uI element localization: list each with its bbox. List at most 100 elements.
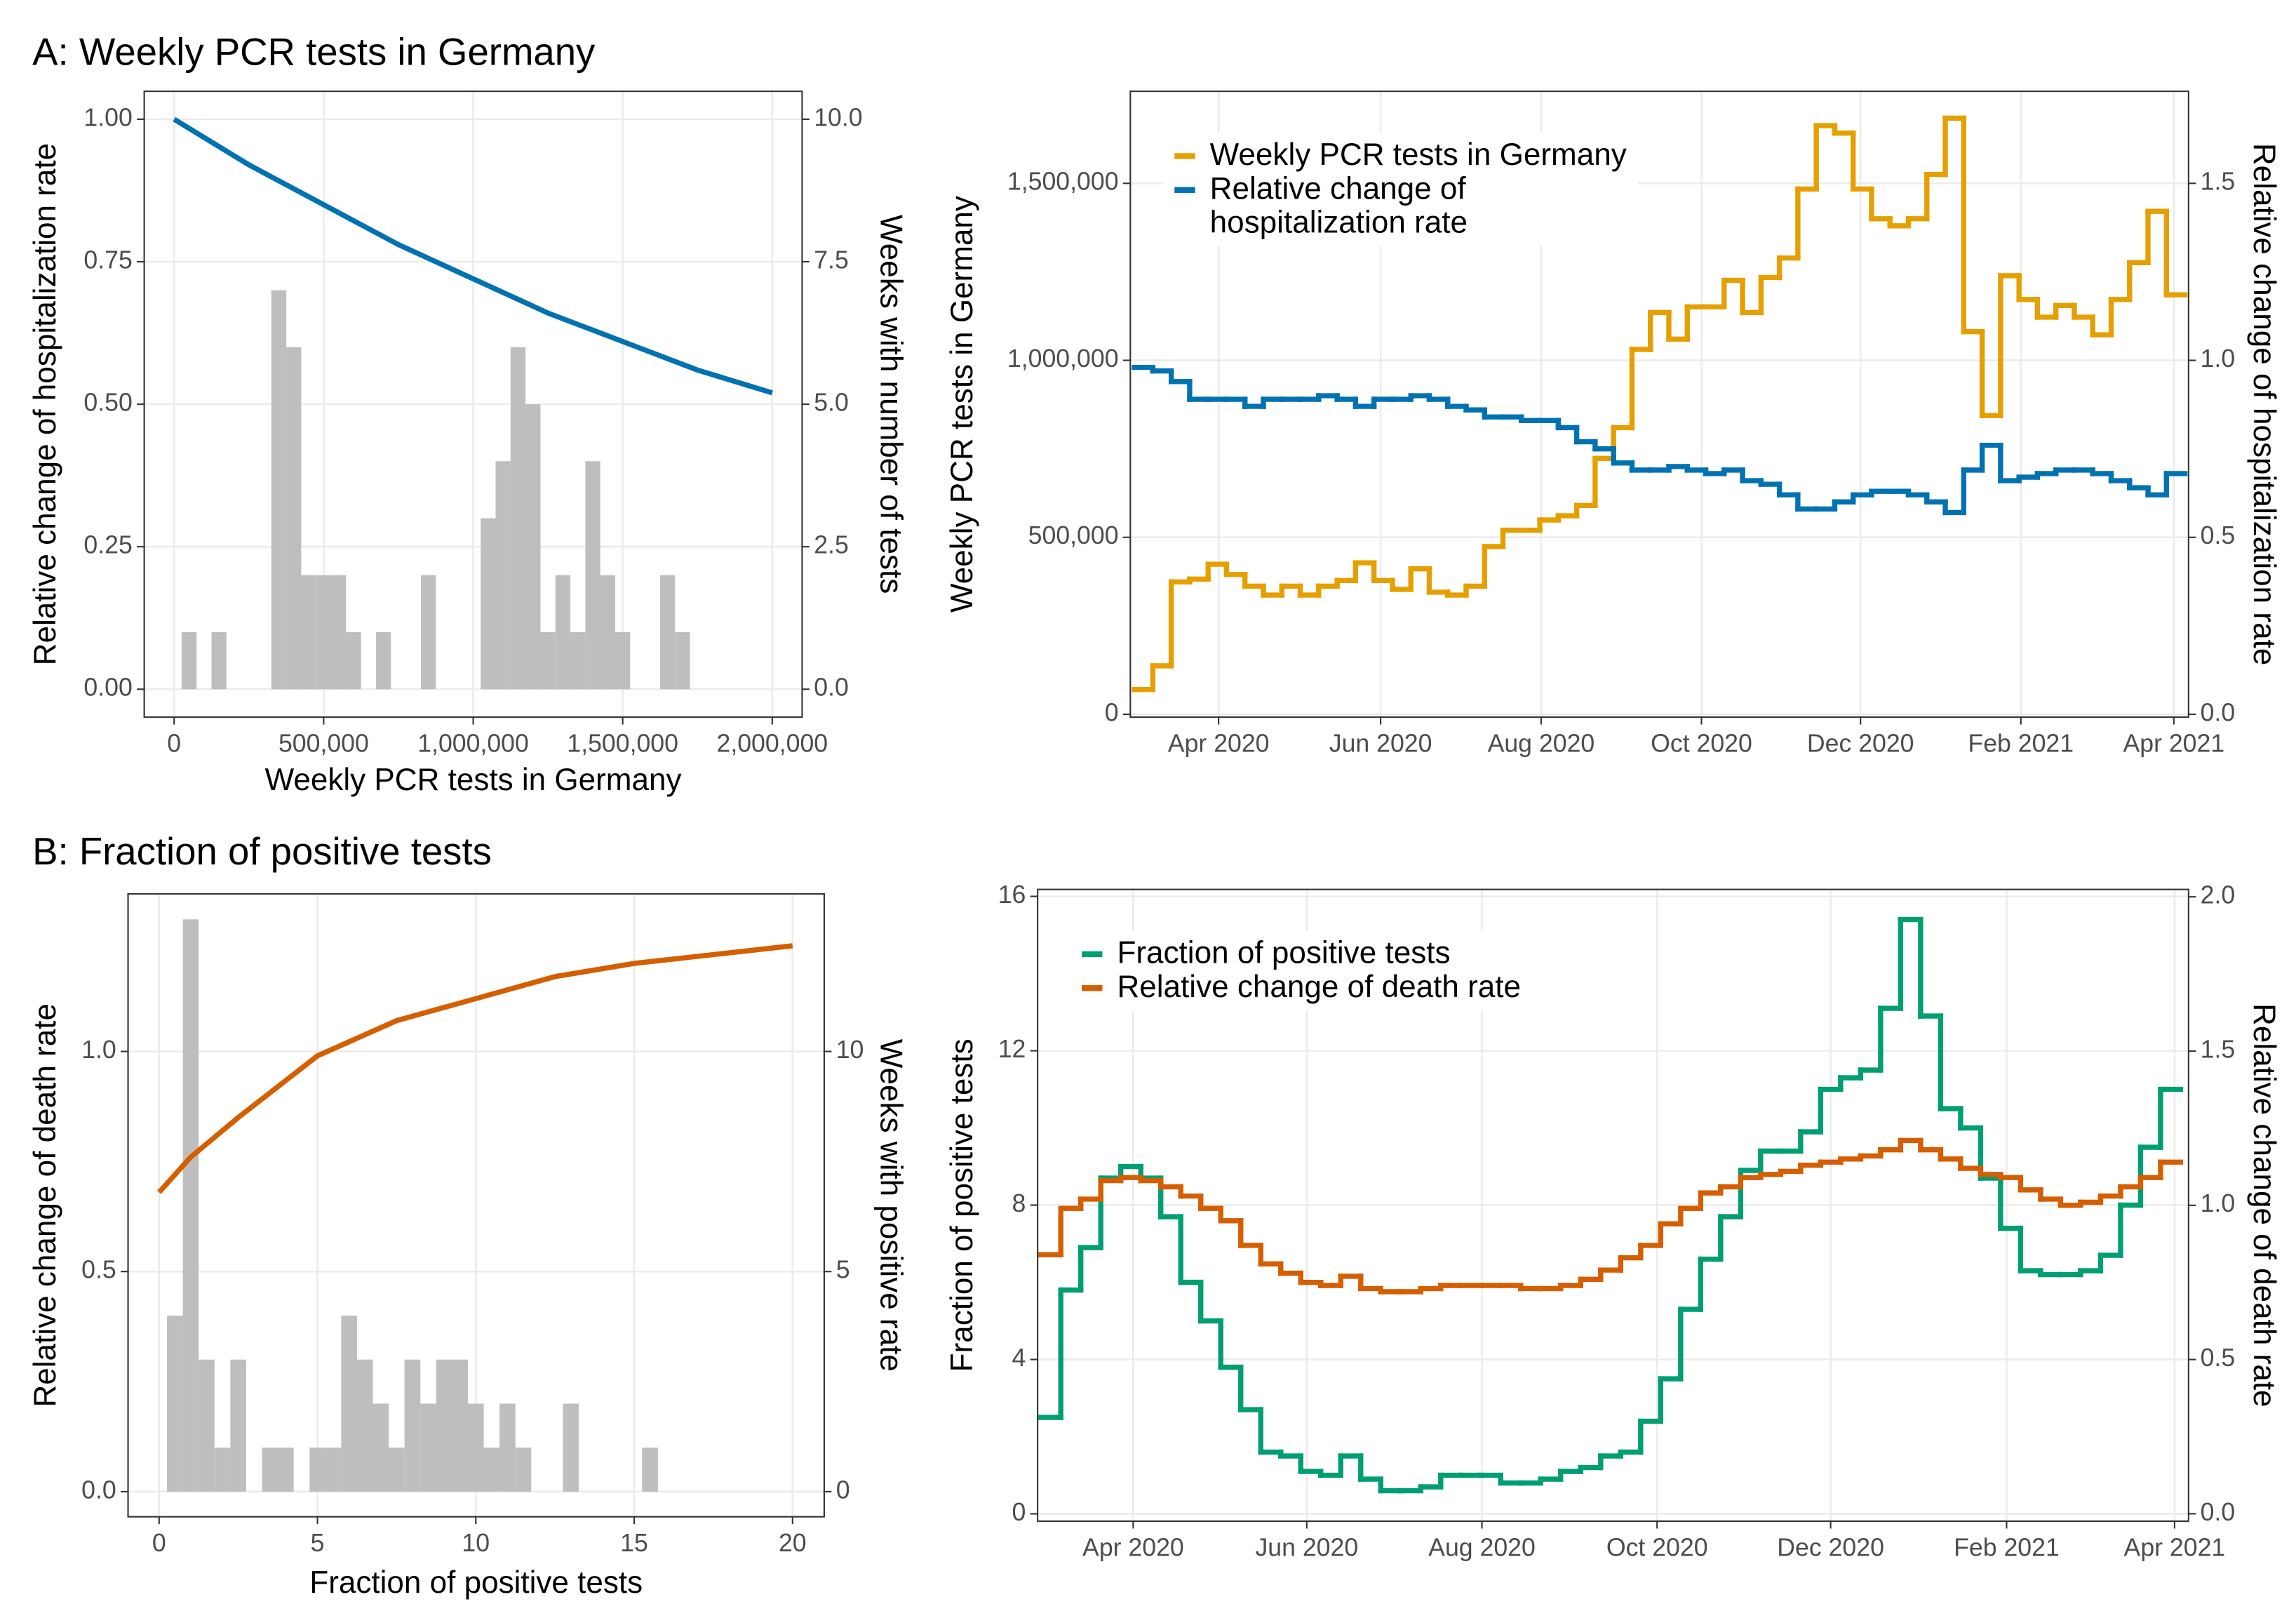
legend-key — [1082, 951, 1103, 958]
histogram-bar — [181, 632, 197, 690]
x-tick-label: Jun 2020 — [1255, 1533, 1358, 1561]
x-tick-label: Aug 2020 — [1488, 729, 1595, 757]
x-tick-label: 0 — [167, 729, 181, 757]
x-tick-label: 20 — [779, 1529, 807, 1557]
y-tick-label: 16 — [998, 881, 1026, 909]
legend-key — [1082, 985, 1103, 991]
histogram-bar — [570, 632, 586, 690]
x-tick-label: 15 — [620, 1529, 648, 1557]
x-tick-label: 10 — [462, 1529, 490, 1557]
series-line — [1038, 916, 2184, 1494]
y-tick-label: 1,000,000 — [1007, 345, 1119, 373]
histogram-bar — [540, 632, 556, 690]
histogram-bar — [211, 632, 227, 690]
y-tick-label: 0.25 — [83, 531, 132, 559]
y-axis-title: Relative change of hospitalization rate — [28, 143, 62, 665]
legend-entry: Fraction of positive tests — [1082, 937, 1521, 970]
histogram-bar — [309, 1448, 325, 1492]
x-tick-label: 500,000 — [278, 729, 369, 757]
histogram-bar — [525, 404, 541, 690]
legend-entry: Relative change of death rate — [1082, 970, 1521, 1004]
x-tick-label: Apr 2020 — [1168, 729, 1270, 757]
histogram-bar — [600, 575, 616, 690]
histogram-bar — [467, 1403, 484, 1492]
panel-border — [1037, 888, 2189, 1523]
fit-curve — [173, 116, 773, 396]
x-axis-title: Fraction of positive tests — [309, 1565, 643, 1600]
histogram-bar — [481, 518, 496, 690]
fit-curve — [157, 943, 793, 1194]
histogram-bar — [341, 1315, 357, 1492]
y2-tick-label: 1.5 — [2201, 168, 2236, 196]
y2-tick-label: 0 — [836, 1476, 850, 1504]
y-tick-label: 0.5 — [81, 1256, 116, 1284]
x-tick-label: 1,000,000 — [417, 729, 529, 757]
y-tick-label: 500,000 — [1028, 521, 1119, 549]
y-tick-label: 8 — [1012, 1189, 1026, 1217]
panel-heading: A: Weekly PCR tests in Germany — [32, 30, 596, 73]
histogram-bar — [555, 575, 571, 690]
histogram-bar — [420, 575, 436, 690]
y2-tick-label: 2.5 — [814, 531, 849, 559]
y2-axis-title: Weeks with positive rate — [874, 1039, 908, 1372]
y-tick-label: 1.0 — [81, 1036, 116, 1064]
histogram-bar — [262, 1448, 278, 1492]
panel-border — [1129, 91, 2189, 718]
histogram-bar — [389, 1448, 405, 1492]
histogram-bar — [495, 461, 511, 690]
histogram-bar — [483, 1448, 500, 1492]
y2-axis-title: Weeks with number of tests — [874, 215, 908, 594]
y-axis-title: Relative change of death rate — [28, 1003, 62, 1408]
x-tick-label: Apr 2021 — [2124, 1533, 2226, 1561]
panel-border — [127, 893, 825, 1518]
histogram-bar — [301, 575, 316, 690]
y2-tick-label: 10.0 — [814, 103, 862, 131]
x-tick-label: 0 — [152, 1529, 166, 1557]
y2-tick-label: 5.0 — [814, 389, 849, 417]
x-tick-label: 2,000,000 — [717, 729, 828, 757]
histogram-bar — [615, 632, 631, 690]
legend-entry: Relative change of hospitalization rate — [1174, 173, 1627, 241]
x-tick-label: Aug 2020 — [1428, 1533, 1536, 1561]
legend-label: Weekly PCR tests in Germany — [1209, 138, 1627, 173]
y-tick-label: 1,500,000 — [1007, 168, 1119, 196]
histogram-bar — [214, 1448, 231, 1492]
legend-label: Relative change of death rate — [1117, 970, 1522, 1005]
legend-label: Relative change of hospitalization rate — [1209, 172, 1468, 241]
histogram-bar — [325, 1448, 342, 1492]
x-tick-label: Apr 2021 — [2123, 729, 2224, 757]
y-tick-label: 0 — [1012, 1498, 1026, 1526]
x-tick-label: 1,500,000 — [567, 729, 678, 757]
histogram-bar — [436, 1359, 452, 1492]
histogram-bar — [404, 1359, 421, 1492]
series-line — [1132, 115, 2188, 693]
y2-axis-title: Relative change of hospitalization rate — [2247, 143, 2281, 665]
y2-axis-title: Relative change of death rate — [2247, 1003, 2281, 1408]
x-tick-label: Oct 2020 — [1651, 729, 1752, 757]
histogram-bar — [230, 1359, 246, 1492]
y2-tick-label: 1.5 — [2201, 1035, 2236, 1063]
y2-tick-label: 2.0 — [2201, 881, 2236, 909]
histogram-bar — [182, 919, 199, 1492]
histogram-bar — [199, 1359, 215, 1492]
legend-key — [1174, 153, 1195, 159]
histogram-bar — [316, 575, 332, 690]
histogram-bar — [375, 632, 391, 690]
y2-tick-label: 1.0 — [2201, 1189, 2236, 1217]
x-tick-label: Feb 2021 — [1954, 1533, 2060, 1561]
y2-tick-label: 0.5 — [2201, 1344, 2236, 1372]
histogram-bar — [499, 1403, 516, 1492]
x-axis-title: Weekly PCR tests in Germany — [265, 763, 682, 797]
y-tick-label: 0.0 — [81, 1476, 116, 1504]
histogram-bar — [278, 1448, 294, 1492]
x-tick-label: Dec 2020 — [1777, 1533, 1884, 1561]
histogram-bar — [642, 1448, 658, 1492]
panel-heading: B: Fraction of positive tests — [32, 830, 492, 873]
y2-tick-label: 0.0 — [2201, 1498, 2236, 1526]
legend-box: Fraction of positive tests Relative chang… — [1070, 930, 1533, 1010]
y-tick-label: 0.50 — [83, 389, 132, 417]
y-tick-label: 1.00 — [83, 103, 132, 131]
histogram-bar — [372, 1403, 389, 1492]
